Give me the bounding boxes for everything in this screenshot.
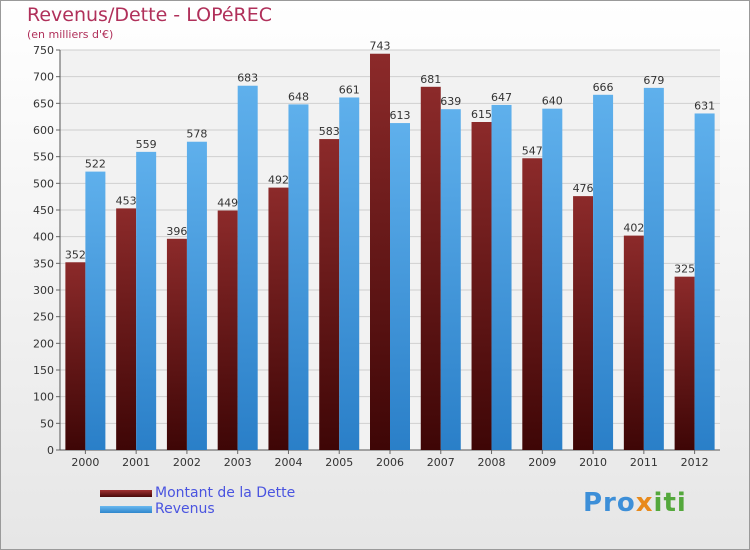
data-label: 453	[116, 194, 137, 207]
data-label: 681	[420, 73, 441, 86]
y-tick-label: 200	[33, 337, 54, 350]
bar-dette-2006	[370, 53, 390, 450]
x-tick-label: 2004	[274, 456, 302, 469]
bar-revenus-2008	[491, 104, 512, 450]
x-tick-label: 2006	[376, 456, 404, 469]
y-tick-label: 600	[33, 124, 54, 137]
data-label: 492	[268, 174, 289, 187]
data-label: 402	[623, 222, 644, 235]
data-label: 449	[217, 197, 238, 210]
x-tick-label: 2002	[173, 456, 201, 469]
y-tick-label: 450	[33, 204, 54, 217]
y-tick-label: 250	[33, 311, 54, 324]
data-label: 661	[339, 83, 360, 96]
data-label: 647	[491, 91, 512, 104]
bar-dette-2008	[471, 122, 492, 450]
x-tick-label: 2005	[325, 456, 353, 469]
data-label: 522	[85, 158, 106, 171]
y-tick-label: 300	[33, 284, 54, 297]
proxiti-logo: Proxiti	[583, 488, 687, 518]
data-label: 352	[65, 248, 86, 261]
bar-revenus-2000	[85, 171, 106, 450]
data-label: 743	[370, 40, 391, 53]
bar-dette-2007	[420, 86, 441, 451]
data-label: 325	[674, 263, 695, 276]
logo-part-1: Pro	[583, 488, 636, 518]
x-tick-label: 2009	[528, 456, 556, 469]
data-label: 683	[237, 72, 258, 85]
y-tick-label: 400	[33, 231, 54, 244]
x-tick-label: 2007	[427, 456, 455, 469]
bar-dette-2010	[573, 196, 594, 450]
data-label: 613	[390, 109, 411, 122]
bar-dette-2012	[674, 276, 695, 450]
data-label: 578	[186, 128, 207, 141]
bar-dette-2005	[319, 139, 340, 451]
y-tick-label: 150	[33, 364, 54, 377]
x-tick-label: 2011	[630, 456, 658, 469]
y-tick-label: 100	[33, 391, 54, 404]
y-tick-label: 650	[33, 97, 54, 110]
bar-dette-2009	[522, 158, 543, 450]
data-label: 583	[319, 125, 340, 138]
bar-revenus-2001	[136, 151, 157, 450]
bar-dette-2001	[116, 208, 137, 450]
y-tick-label: 0	[47, 444, 54, 457]
x-tick-label: 2012	[681, 456, 709, 469]
bar-revenus-2002	[186, 141, 207, 450]
bar-revenus-2010	[593, 94, 614, 451]
data-label: 666	[593, 81, 614, 94]
x-tick-label: 2000	[71, 456, 99, 469]
y-tick-label: 750	[33, 44, 54, 57]
bar-dette-2003	[217, 210, 238, 450]
y-tick-label: 550	[33, 151, 54, 164]
x-tick-label: 2001	[122, 456, 150, 469]
y-tick-label: 700	[33, 71, 54, 84]
bar-dette-2002	[166, 238, 187, 450]
data-label: 615	[471, 108, 492, 121]
chart-title: Revenus/Dette - LOPéREC	[27, 4, 273, 26]
bar-revenus-2003	[237, 85, 258, 450]
chart-subtitle: (en milliers d'€)	[27, 28, 114, 41]
x-tick-label: 2008	[478, 456, 506, 469]
data-label: 547	[522, 144, 543, 157]
y-tick-label: 350	[33, 257, 54, 270]
y-tick-label: 50	[40, 417, 54, 430]
logo-part-3: iti	[653, 488, 687, 518]
data-label: 396	[166, 225, 187, 238]
x-tick-label: 2010	[579, 456, 607, 469]
data-label: 559	[136, 138, 157, 151]
legend-swatch-dette	[100, 490, 152, 497]
bar-revenus-2004	[288, 104, 309, 451]
logo-part-2: x	[635, 488, 654, 518]
bar-revenus-2011	[643, 87, 664, 450]
bar-revenus-2009	[542, 108, 563, 451]
data-label: 476	[573, 182, 594, 195]
data-label: 639	[440, 95, 461, 108]
legend-swatch-revenus	[100, 506, 152, 513]
legend-label-revenus: Revenus	[155, 501, 215, 517]
bar-revenus-2012	[694, 113, 715, 450]
data-label: 648	[288, 90, 309, 103]
x-tick-label: 2003	[224, 456, 252, 469]
data-label: 631	[694, 99, 715, 112]
bar-revenus-2007	[440, 109, 461, 450]
bar-dette-2011	[623, 235, 644, 450]
bar-revenus-2006	[390, 123, 410, 451]
data-label: 640	[542, 95, 563, 108]
bar-dette-2000	[65, 262, 86, 450]
y-tick-label: 500	[33, 177, 54, 190]
bar-revenus-2005	[339, 97, 360, 450]
data-label: 679	[643, 74, 664, 87]
legend-label-dette: Montant de la Dette	[155, 485, 296, 501]
bar-dette-2004	[268, 187, 289, 450]
